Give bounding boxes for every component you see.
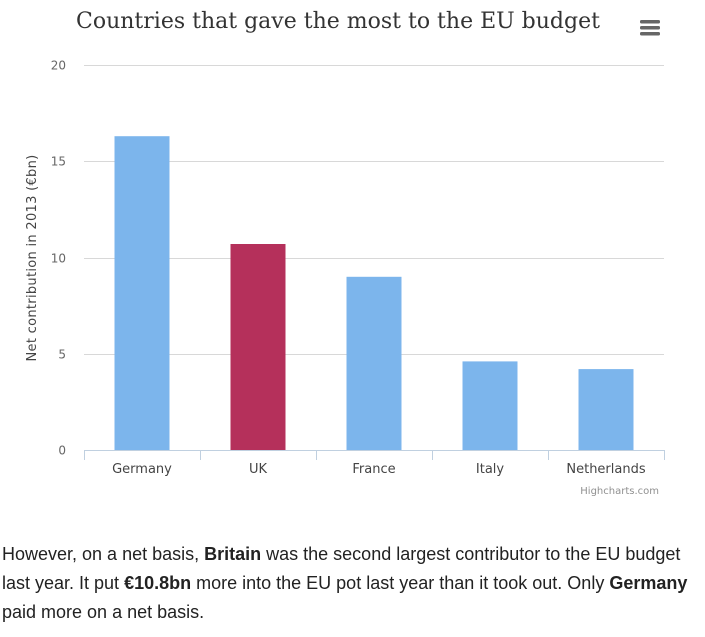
bar-france[interactable] xyxy=(346,276,402,451)
article-paragraph: However, on a net basis, Britain was the… xyxy=(2,540,702,627)
chart-container: Countries that gave the most to the EU b… xyxy=(25,9,665,497)
bar-uk[interactable] xyxy=(230,244,286,450)
y-axis-label: Net contribution in 2013 (€bn) xyxy=(25,155,40,362)
x-category-label: Italy xyxy=(476,462,505,477)
x-axis xyxy=(84,450,665,460)
article-bold-germany: Germany xyxy=(609,573,688,593)
y-tick-label: 10 xyxy=(51,252,66,266)
bar-chart: Countries that gave the most to the EU b… xyxy=(25,9,665,497)
chart-title: Countries that gave the most to the EU b… xyxy=(76,9,600,34)
article-bold-amount: €10.8bn xyxy=(124,573,192,593)
y-tick-label: 15 xyxy=(51,155,66,169)
hamburger-menu-icon xyxy=(640,20,660,24)
article-text: However, on a net basis, xyxy=(2,544,205,564)
y-axis-ticks: 0 5 10 15 20 xyxy=(51,59,66,458)
chart-credits[interactable]: Highcharts.com xyxy=(580,486,659,497)
bar-italy[interactable] xyxy=(462,361,518,450)
x-category-label: UK xyxy=(249,462,268,477)
article-text: more into the EU pot last year than it t… xyxy=(191,573,610,593)
article-bold-britain: Britain xyxy=(204,544,262,564)
export-menu-button[interactable] xyxy=(636,14,664,40)
article-text: paid more on a net basis. xyxy=(2,602,205,622)
x-category-label: Germany xyxy=(112,462,172,477)
bars xyxy=(114,136,634,451)
x-category-label: Netherlands xyxy=(566,462,645,477)
y-tick-label: 20 xyxy=(51,59,66,73)
article-text: was the second largest contributor to th… xyxy=(2,544,681,593)
bar-netherlands[interactable] xyxy=(578,369,634,450)
y-tick-label: 5 xyxy=(58,348,66,362)
y-tick-label: 0 xyxy=(58,444,66,458)
bar-germany[interactable] xyxy=(114,136,170,450)
x-category-label: France xyxy=(352,462,395,477)
x-axis-categories: Germany UK France Italy Netherlands xyxy=(112,462,646,477)
